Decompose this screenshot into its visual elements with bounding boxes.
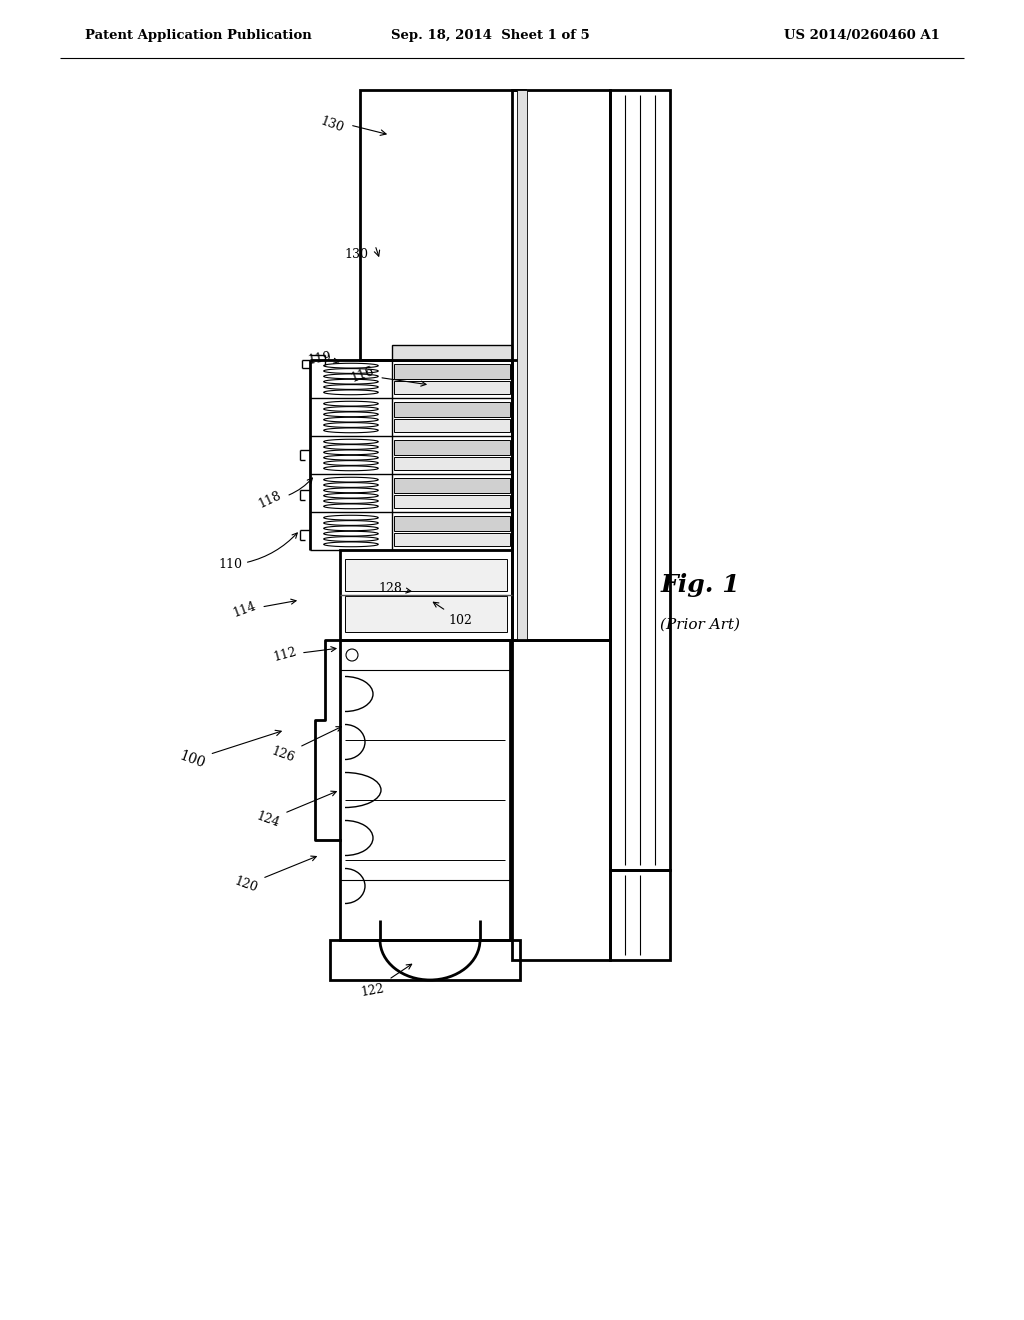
Text: 122: 122 [360,964,412,998]
Bar [392,345,512,360]
Bar [512,640,610,960]
Text: 130: 130 [318,115,345,135]
Text: (Prior Art): (Prior Art) [660,618,740,632]
Text: US 2014/0260460 A1: US 2014/0260460 A1 [784,29,940,41]
Bar [340,550,512,640]
Bar [610,870,670,960]
Text: Sep. 18, 2014  Sheet 1 of 5: Sep. 18, 2014 Sheet 1 of 5 [390,29,590,41]
Text: 119: 119 [307,350,339,367]
Text: 128: 128 [378,582,411,594]
Bar [517,90,527,640]
Bar [394,516,510,531]
Bar [394,401,510,417]
Text: 112: 112 [271,645,336,664]
Text: 118: 118 [256,478,312,511]
Text: 126: 126 [269,727,341,766]
Bar [512,90,610,640]
Bar [394,418,510,432]
Bar [394,457,510,470]
Bar [360,90,525,360]
Bar [330,940,520,979]
Text: 116: 116 [349,364,426,387]
Text: 100: 100 [177,730,282,771]
Bar [394,440,510,454]
Text: 120: 120 [232,857,316,895]
Bar [345,558,507,590]
Text: Fig. 1: Fig. 1 [660,573,739,597]
Text: 114: 114 [231,599,296,620]
Text: 124: 124 [255,791,336,830]
Bar [345,597,507,632]
Bar [394,380,510,393]
Text: 130: 130 [344,248,368,261]
Bar [394,478,510,492]
Text: 110: 110 [218,533,297,572]
Bar [340,640,510,940]
Bar [394,363,510,379]
Text: 102: 102 [433,602,472,627]
Bar [394,532,510,546]
Bar [394,495,510,508]
Bar [610,90,670,870]
Text: Patent Application Publication: Patent Application Publication [85,29,311,41]
